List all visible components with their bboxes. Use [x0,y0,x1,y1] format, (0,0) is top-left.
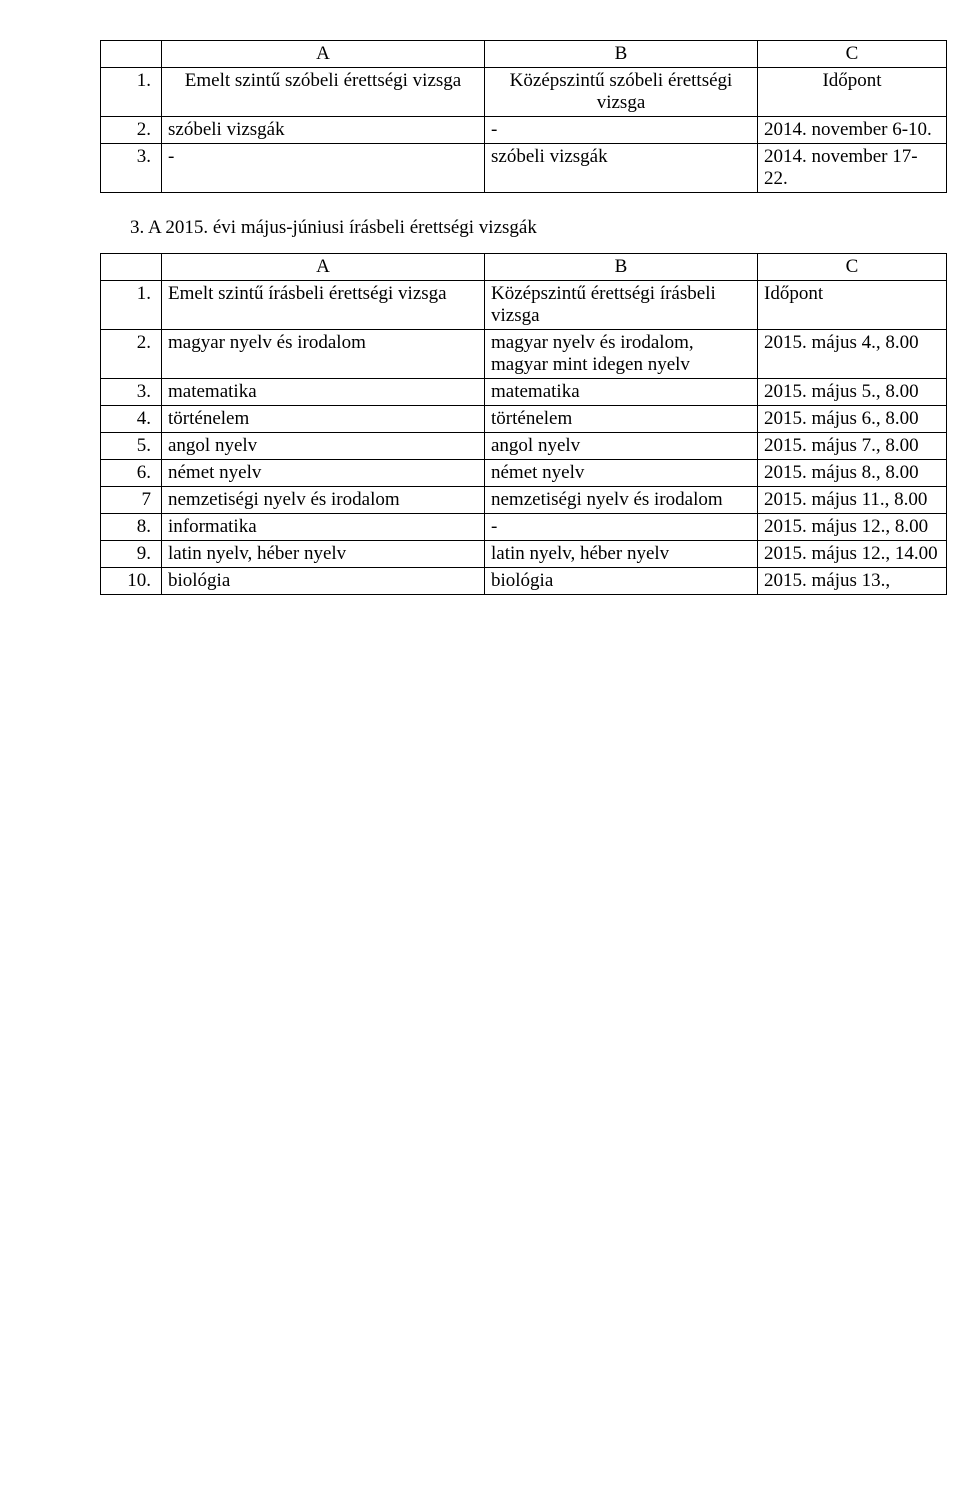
cell-c: 2015. május 6., 8.00 [758,406,947,433]
header-num [101,41,162,68]
cell-b: Középszintű érettségi írásbeli vizsga [485,281,758,330]
table-row: 3. - szóbeli vizsgák 2014. november 17-2… [101,144,947,193]
header-a: A [162,254,485,281]
cell-b: Középszintű szóbeli érettségi vizsga [485,68,758,117]
cell-c: 2015. május 5., 8.00 [758,379,947,406]
cell-c: Időpont [758,281,947,330]
cell-b: biológia [485,568,758,595]
row-num: 5. [101,433,162,460]
table-row: A B C [101,41,947,68]
cell-a: nemzetiségi nyelv és irodalom [162,487,485,514]
table-row: 5. angol nyelv angol nyelv 2015. május 7… [101,433,947,460]
row-num: 1. [101,68,162,117]
row-num: 7 [101,487,162,514]
cell-c: 2014. november 17-22. [758,144,947,193]
table-row: 7 nemzetiségi nyelv és irodalom nemzetis… [101,487,947,514]
cell-b: angol nyelv [485,433,758,460]
header-num [101,254,162,281]
cell-b: német nyelv [485,460,758,487]
cell-b: történelem [485,406,758,433]
cell-a: - [162,144,485,193]
row-num: 3. [101,144,162,193]
table-row: 10. biológia biológia 2015. május 13., [101,568,947,595]
cell-a: informatika [162,514,485,541]
row-num: 10. [101,568,162,595]
table-row: 8. informatika - 2015. május 12., 8.00 [101,514,947,541]
header-b: B [485,254,758,281]
row-num: 4. [101,406,162,433]
table-row: 1. Emelt szintű írásbeli érettségi vizsg… [101,281,947,330]
cell-a: angol nyelv [162,433,485,460]
cell-c: 2015. május 12., 8.00 [758,514,947,541]
cell-c: 2015. május 7., 8.00 [758,433,947,460]
cell-a: biológia [162,568,485,595]
header-c: C [758,254,947,281]
cell-b: matematika [485,379,758,406]
row-num: 9. [101,541,162,568]
table-row: 2. szóbeli vizsgák - 2014. november 6-10… [101,117,947,144]
cell-a: latin nyelv, héber nyelv [162,541,485,568]
header-b: B [485,41,758,68]
table-exam-written: A B C 1. Emelt szintű írásbeli érettségi… [100,253,947,595]
table-row: 1. Emelt szintű szóbeli érettségi vizsga… [101,68,947,117]
cell-c: Időpont [758,68,947,117]
cell-a: német nyelv [162,460,485,487]
row-num: 8. [101,514,162,541]
table-row: 2. magyar nyelv és irodalom magyar nyelv… [101,330,947,379]
cell-b: - [485,117,758,144]
row-num: 3. [101,379,162,406]
table-row: 6. német nyelv német nyelv 2015. május 8… [101,460,947,487]
cell-c: 2015. május 11., 8.00 [758,487,947,514]
row-num: 6. [101,460,162,487]
row-num: 1. [101,281,162,330]
header-c: C [758,41,947,68]
row-num: 2. [101,117,162,144]
table-exam-oral: A B C 1. Emelt szintű szóbeli érettségi … [100,40,947,193]
table-row: 4. történelem történelem 2015. május 6.,… [101,406,947,433]
table-row: 3. matematika matematika 2015. május 5.,… [101,379,947,406]
cell-c: 2015. május 8., 8.00 [758,460,947,487]
cell-c: 2015. május 13., [758,568,947,595]
header-a: A [162,41,485,68]
cell-b: nemzetiségi nyelv és irodalom [485,487,758,514]
cell-a: matematika [162,379,485,406]
cell-a: szóbeli vizsgák [162,117,485,144]
cell-b: szóbeli vizsgák [485,144,758,193]
cell-a: magyar nyelv és irodalom [162,330,485,379]
row-num: 2. [101,330,162,379]
cell-a: történelem [162,406,485,433]
cell-c: 2015. május 12., 14.00 [758,541,947,568]
table-row: 9. latin nyelv, héber nyelv latin nyelv,… [101,541,947,568]
cell-b: - [485,514,758,541]
section-title: 3. A 2015. évi május-júniusi írásbeli ér… [130,217,890,239]
cell-c: 2014. november 6-10. [758,117,947,144]
cell-c: 2015. május 4., 8.00 [758,330,947,379]
cell-a: Emelt szintű szóbeli érettségi vizsga [162,68,485,117]
cell-b: latin nyelv, héber nyelv [485,541,758,568]
cell-a: Emelt szintű írásbeli érettségi vizsga [162,281,485,330]
cell-b: magyar nyelv és irodalom, magyar mint id… [485,330,758,379]
table-row: A B C [101,254,947,281]
